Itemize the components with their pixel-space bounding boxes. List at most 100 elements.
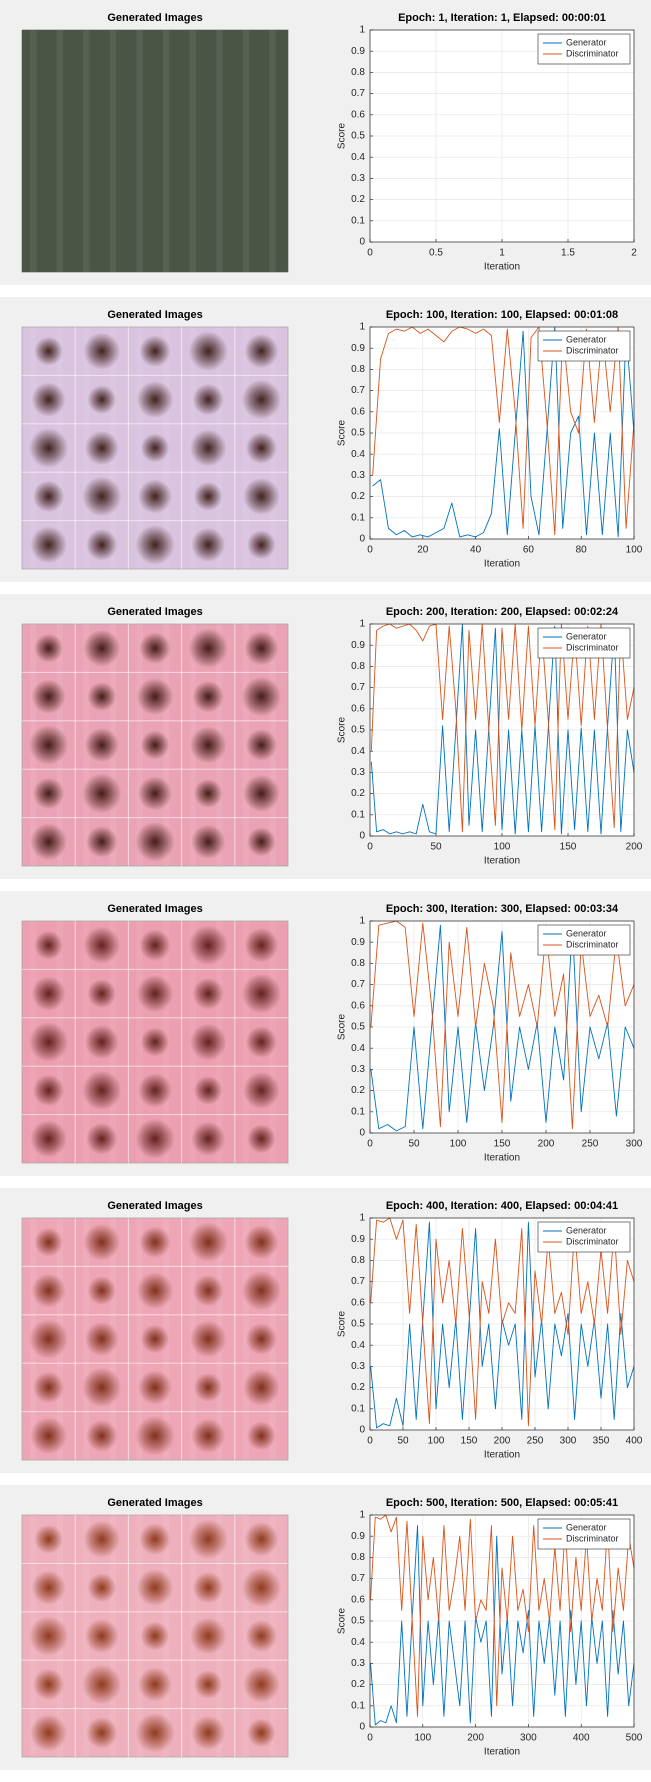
texture [162, 30, 170, 272]
y-tick-label: 0.2 [351, 788, 365, 799]
y-tick-label: 0.5 [351, 1616, 365, 1627]
generated-sample [135, 524, 175, 565]
generated-sample [30, 823, 67, 861]
x-axis-label: Iteration [484, 1153, 520, 1164]
y-tick-label: 1 [359, 1213, 365, 1224]
image-tile [74, 1514, 129, 1564]
image-tile [181, 1611, 236, 1661]
generated-sample [82, 1070, 122, 1111]
series-line [370, 1514, 635, 1717]
legend-label: Generator [566, 1522, 607, 1532]
y-tick-label: 0.8 [351, 67, 365, 78]
image-tile [74, 1065, 129, 1116]
series-line [370, 1525, 635, 1726]
image-tile [181, 768, 236, 819]
y-tick-label: 1 [359, 619, 365, 630]
generated-sample [241, 676, 282, 717]
texture [109, 30, 117, 272]
series-line [370, 623, 635, 835]
image-tile [127, 1065, 183, 1116]
generated-sample [82, 773, 122, 814]
image-tile [234, 1114, 289, 1164]
image-tile [21, 920, 76, 970]
image-tile [21, 326, 76, 376]
image-tile [234, 1659, 289, 1710]
y-tick-label: 0.5 [351, 1319, 365, 1330]
image-tile [127, 1217, 183, 1267]
image-tile [74, 968, 129, 1019]
generated-sample [82, 476, 122, 517]
y-tick-label: 0.6 [351, 109, 365, 120]
image-tile [234, 1017, 289, 1067]
generated-sample [136, 678, 174, 716]
legend-label: Generator [566, 334, 607, 344]
chart-title: Epoch: 200, Iteration: 200, Elapsed: 00:… [386, 606, 619, 618]
y-tick-label: 0.5 [351, 131, 365, 142]
generated-sample [247, 1718, 276, 1748]
generated-sample [191, 527, 226, 563]
image-tile [74, 623, 129, 673]
x-tick-label: 1.5 [561, 248, 575, 259]
image-tile [181, 423, 236, 473]
x-tick-label: 0 [367, 248, 373, 259]
y-tick-label: 0 [359, 1128, 365, 1139]
x-tick-label: 100 [428, 1436, 445, 1447]
image-tile [234, 968, 289, 1019]
generated-sample [193, 481, 223, 511]
y-tick-label: 0.3 [351, 1658, 365, 1669]
generated-sample [137, 1370, 173, 1405]
generated-sample [192, 680, 224, 713]
generated-sample [31, 679, 66, 714]
y-tick-label: 0.3 [351, 173, 365, 184]
image-tile [127, 1017, 183, 1067]
x-tick-label: 0 [367, 545, 373, 556]
image-tile [127, 1708, 183, 1758]
y-tick-label: 0.1 [351, 1403, 365, 1414]
y-axis-label: Score [337, 420, 348, 447]
x-axis-label: Iteration [484, 559, 520, 570]
generated-sample [139, 335, 171, 368]
generated-sample [28, 1022, 69, 1062]
generated-sample [86, 1122, 118, 1155]
generated-sample [140, 433, 170, 463]
generated-sample [243, 774, 280, 812]
y-tick-label: 0.4 [351, 449, 365, 460]
image-tile [21, 374, 76, 425]
image-tile [127, 623, 183, 673]
image-tile [74, 1017, 129, 1067]
y-tick-label: 0.7 [351, 979, 365, 990]
image-tile [127, 920, 183, 970]
image-tile [74, 326, 129, 376]
y-tick-label: 0.1 [351, 512, 365, 523]
y-tick-label: 0.7 [351, 1276, 365, 1287]
image-tile [127, 1562, 183, 1613]
y-tick-label: 0.4 [351, 1340, 365, 1351]
image-tile [21, 720, 76, 770]
image-tile [74, 720, 129, 770]
image-tile [234, 720, 289, 770]
image-tile [74, 1217, 129, 1267]
legend-box [537, 924, 631, 956]
generated-sample [192, 1571, 224, 1604]
y-tick-label: 0.9 [351, 46, 365, 57]
legend-box [537, 33, 631, 65]
axes-box [369, 326, 635, 540]
generated-sample [241, 1567, 282, 1608]
generated-sample [139, 929, 171, 962]
image-tile [21, 423, 76, 473]
axes-box [369, 920, 635, 1134]
y-tick-label: 0.8 [351, 364, 365, 375]
y-tick-label: 0.7 [351, 88, 365, 99]
generated-sample [87, 385, 117, 415]
generated-sample [84, 430, 119, 466]
image-title: Generated Images [107, 309, 202, 321]
y-tick-label: 1 [359, 25, 365, 36]
generated-sample [247, 827, 276, 857]
generated-sample [86, 1419, 118, 1452]
x-tick-label: 200 [467, 1733, 484, 1744]
generated-sample [84, 1024, 119, 1060]
image-tile [234, 1314, 289, 1364]
generated-sample [247, 530, 276, 560]
image-tile [127, 1411, 183, 1461]
